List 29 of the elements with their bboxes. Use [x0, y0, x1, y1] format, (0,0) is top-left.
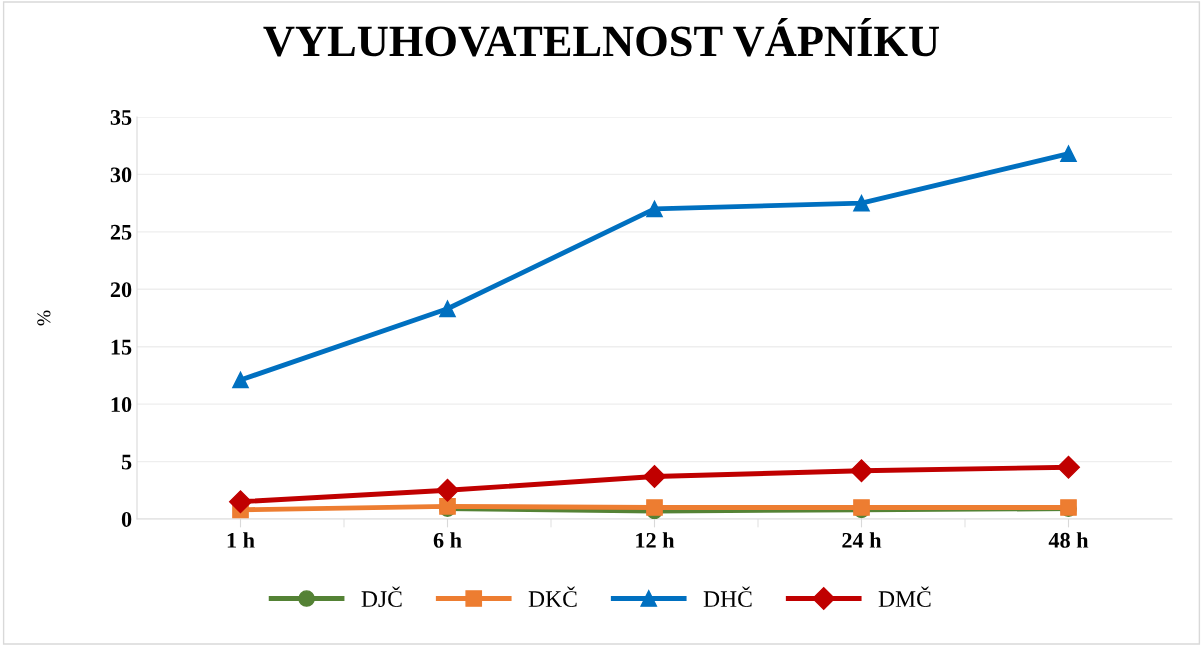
y-tick-label: 25 — [110, 224, 132, 240]
legend-label: DKČ — [528, 586, 577, 608]
point — [232, 371, 249, 389]
x-tick-label: 24 h — [842, 532, 882, 548]
point — [439, 300, 456, 318]
point — [643, 465, 666, 489]
point — [436, 478, 459, 502]
point — [853, 194, 870, 212]
y-tick-label: 5 — [121, 454, 132, 470]
y-tick-label: 0 — [121, 511, 132, 527]
point — [1060, 145, 1077, 163]
point — [229, 490, 252, 514]
point — [850, 459, 873, 483]
legend-label: DHČ — [703, 586, 752, 608]
y-tick-label: 10 — [111, 397, 132, 413]
x-tick-label: 6 h — [433, 532, 462, 548]
legend-label: DMČ — [878, 586, 931, 608]
y-tick-label: 30 — [110, 167, 132, 183]
y-tick-label: 15 — [111, 339, 132, 355]
y-tick-label: 35 — [110, 109, 132, 125]
point — [646, 200, 663, 218]
chart-title: VYLUHOVATELNOST VÁPNÍKU — [263, 17, 939, 57]
x-tick-label: 12 h — [636, 532, 675, 548]
point — [1057, 455, 1080, 479]
x-tick-label: 48 h — [1048, 532, 1089, 548]
legend-label: DJČ — [361, 586, 402, 608]
y-axis-title: % — [37, 310, 51, 326]
y-tick-label: 20 — [110, 282, 132, 298]
x-tick-label: 1 h — [227, 532, 255, 548]
